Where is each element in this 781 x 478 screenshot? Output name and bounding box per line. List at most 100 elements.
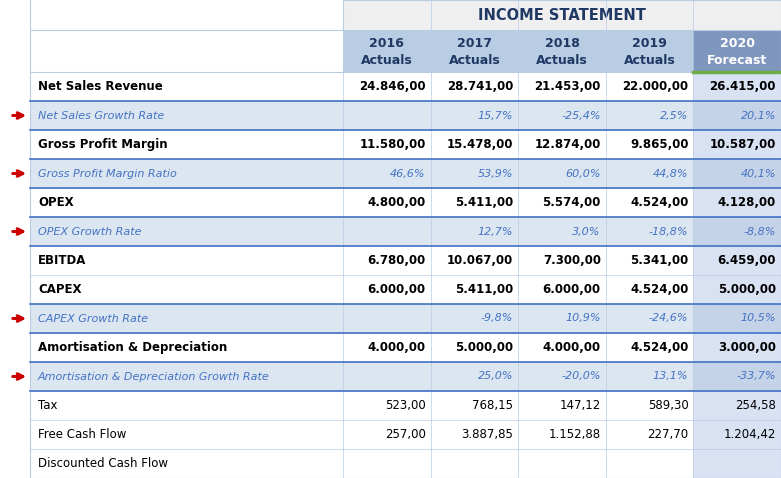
Text: 11.580,00: 11.580,00 [359,138,426,151]
Bar [430,130,519,159]
Text: 4.000,00: 4.000,00 [368,341,426,354]
Bar [30,72,343,101]
Text: 2018: 2018 [544,37,580,50]
Bar [343,188,430,217]
Bar [30,333,343,362]
Text: 4.000,00: 4.000,00 [543,341,601,354]
Text: Gross Profit Margin Ratio: Gross Profit Margin Ratio [38,169,177,178]
Bar [519,420,606,449]
Bar [343,30,430,72]
Text: 5.341,00: 5.341,00 [630,254,688,267]
Text: 227,70: 227,70 [647,428,688,441]
Bar [519,333,606,362]
Text: Forecast: Forecast [707,54,767,67]
Text: OPEX: OPEX [38,196,73,209]
Bar [343,217,430,246]
Bar [519,188,606,217]
Bar [30,101,343,130]
Bar [430,449,519,478]
Text: 1.152,88: 1.152,88 [549,428,601,441]
Bar [430,333,519,362]
Bar [606,391,694,420]
Bar [694,275,781,304]
Text: 10,9%: 10,9% [565,314,601,324]
Bar [30,188,343,217]
Text: 40,1%: 40,1% [740,169,776,178]
Bar [430,420,519,449]
Text: 523,00: 523,00 [385,399,426,412]
Text: 21.453,00: 21.453,00 [534,80,601,93]
Bar [30,391,343,420]
Text: 2019: 2019 [632,37,667,50]
Text: 6.459,00: 6.459,00 [718,254,776,267]
Text: 5.000,00: 5.000,00 [718,283,776,296]
Bar [694,362,781,391]
Text: Gross Profit Margin: Gross Profit Margin [38,138,168,151]
Bar [519,449,606,478]
Bar [30,275,343,304]
Bar [430,72,519,101]
Bar [343,130,430,159]
Text: 589,30: 589,30 [647,399,688,412]
Text: 15.478,00: 15.478,00 [447,138,513,151]
Text: -9,8%: -9,8% [481,314,513,324]
Bar [30,420,343,449]
Text: 3.000,00: 3.000,00 [718,341,776,354]
Bar [606,217,694,246]
Bar [343,449,430,478]
Bar [343,0,781,30]
Bar [343,159,430,188]
Bar [343,246,430,275]
Bar [694,159,781,188]
Bar [30,159,343,188]
Text: 3.887,85: 3.887,85 [462,428,513,441]
Text: Net Sales Growth Rate: Net Sales Growth Rate [38,110,164,120]
Bar [694,72,781,101]
Bar [343,304,430,333]
Bar [606,188,694,217]
Text: 10,5%: 10,5% [740,314,776,324]
Bar [30,217,343,246]
Text: 53,9%: 53,9% [478,169,513,178]
Text: Tax: Tax [38,399,58,412]
Bar [30,362,343,391]
Bar [694,246,781,275]
Text: 13,1%: 13,1% [653,371,688,381]
Text: -8,8%: -8,8% [744,227,776,237]
Text: 6.000,00: 6.000,00 [543,283,601,296]
Bar [519,362,606,391]
Text: 5.411,00: 5.411,00 [455,196,513,209]
Text: 768,15: 768,15 [473,399,513,412]
Text: 4.524,00: 4.524,00 [630,196,688,209]
Bar [694,30,781,72]
Text: 20,1%: 20,1% [740,110,776,120]
Bar [606,130,694,159]
Bar [606,362,694,391]
Text: 9.865,00: 9.865,00 [630,138,688,151]
Text: 2017: 2017 [457,37,492,50]
Bar [519,391,606,420]
Bar [519,246,606,275]
Bar [343,72,430,101]
Bar [30,304,343,333]
Bar [30,0,343,30]
Text: 44,8%: 44,8% [653,169,688,178]
Text: 12.874,00: 12.874,00 [534,138,601,151]
Text: Amortisation & Depreciation Growth Rate: Amortisation & Depreciation Growth Rate [38,371,269,381]
Bar [430,304,519,333]
Text: 10.067,00: 10.067,00 [447,254,513,267]
Bar [430,391,519,420]
Text: 5.000,00: 5.000,00 [455,341,513,354]
Bar [519,72,606,101]
Bar [519,130,606,159]
Text: 6.000,00: 6.000,00 [368,283,426,296]
Bar [430,30,519,72]
Text: 12,7%: 12,7% [478,227,513,237]
Text: 2,5%: 2,5% [660,110,688,120]
Text: INCOME STATEMENT: INCOME STATEMENT [478,8,646,22]
Bar [430,275,519,304]
Text: 254,58: 254,58 [735,399,776,412]
Bar [694,449,781,478]
Bar [606,304,694,333]
Bar [343,275,430,304]
